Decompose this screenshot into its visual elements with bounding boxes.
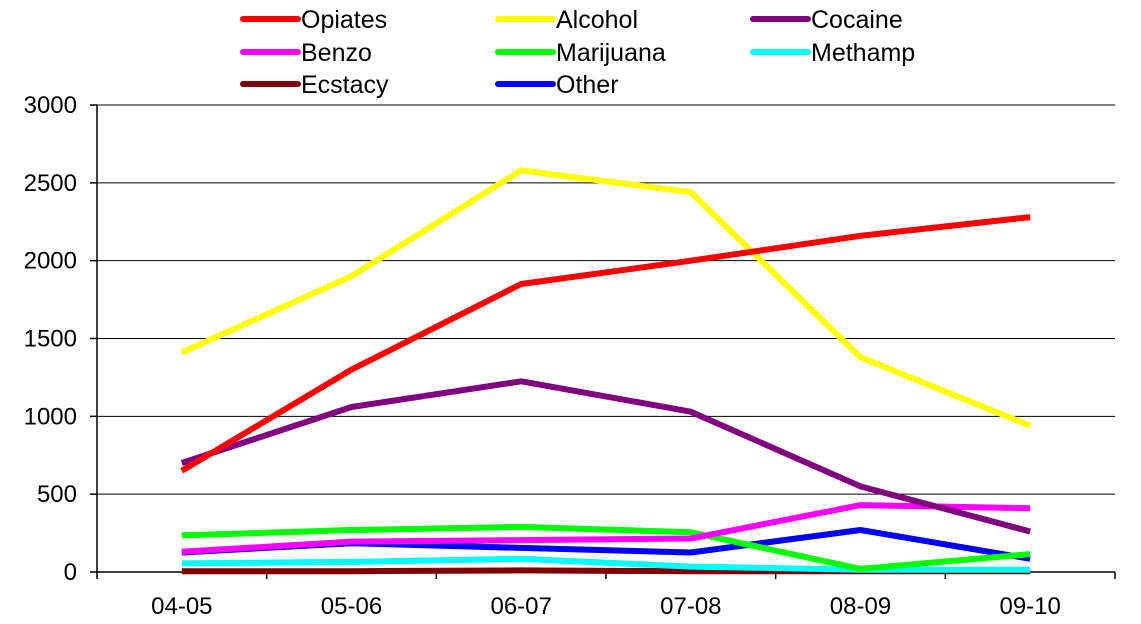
series-line-cocaine [180, 378, 1031, 535]
y-tick-labels: 0 500 1000 1500 2000 2500 3000 [24, 92, 77, 586]
y-tick-label: 1500 [24, 326, 77, 353]
series-line-methamp [181, 555, 1031, 573]
x-tick-label: 09-10 [999, 593, 1060, 620]
gridlines [90, 104, 1115, 573]
y-tick-label: 2500 [24, 170, 77, 197]
x-tick-label: 05-06 [321, 593, 382, 620]
legend-label-other: Other [556, 71, 619, 99]
x-tick-label: 06-07 [490, 593, 551, 620]
legend-label-methamp: Methamp [811, 39, 915, 67]
series-line-benzo [181, 502, 1031, 555]
legend-label-marijuana: Marijuana [556, 39, 666, 67]
x-tick-label: 07-08 [660, 593, 721, 620]
y-tick-label: 2000 [24, 248, 77, 275]
y-tick-label: 1000 [24, 403, 77, 430]
y-tick-label: 0 [64, 559, 77, 586]
series-line-marijuana [181, 523, 1031, 572]
legend-label-ecstacy: Ecstacy [301, 71, 389, 99]
series-lines [180, 167, 1032, 575]
legend-label-cocaine: Cocaine [811, 6, 903, 34]
y-tick-label: 3000 [24, 92, 77, 119]
y-tick-label: 500 [37, 481, 77, 508]
x-tick-labels: 04-05 05-06 06-07 07-08 08-09 09-10 [96, 572, 1116, 620]
legend-label-alcohol: Alcohol [556, 6, 638, 34]
x-tick-label: 08-09 [830, 593, 891, 620]
legend-label-benzo: Benzo [301, 39, 372, 67]
series-line-alcohol [180, 167, 1032, 429]
legend-label-opiates: Opiates [301, 6, 387, 34]
legend: Opiates Alcohol Cocaine Benzo Marijuana Metha… [240, 6, 915, 99]
series-line-opiates [180, 214, 1031, 474]
x-tick-label: 04-05 [151, 593, 212, 620]
